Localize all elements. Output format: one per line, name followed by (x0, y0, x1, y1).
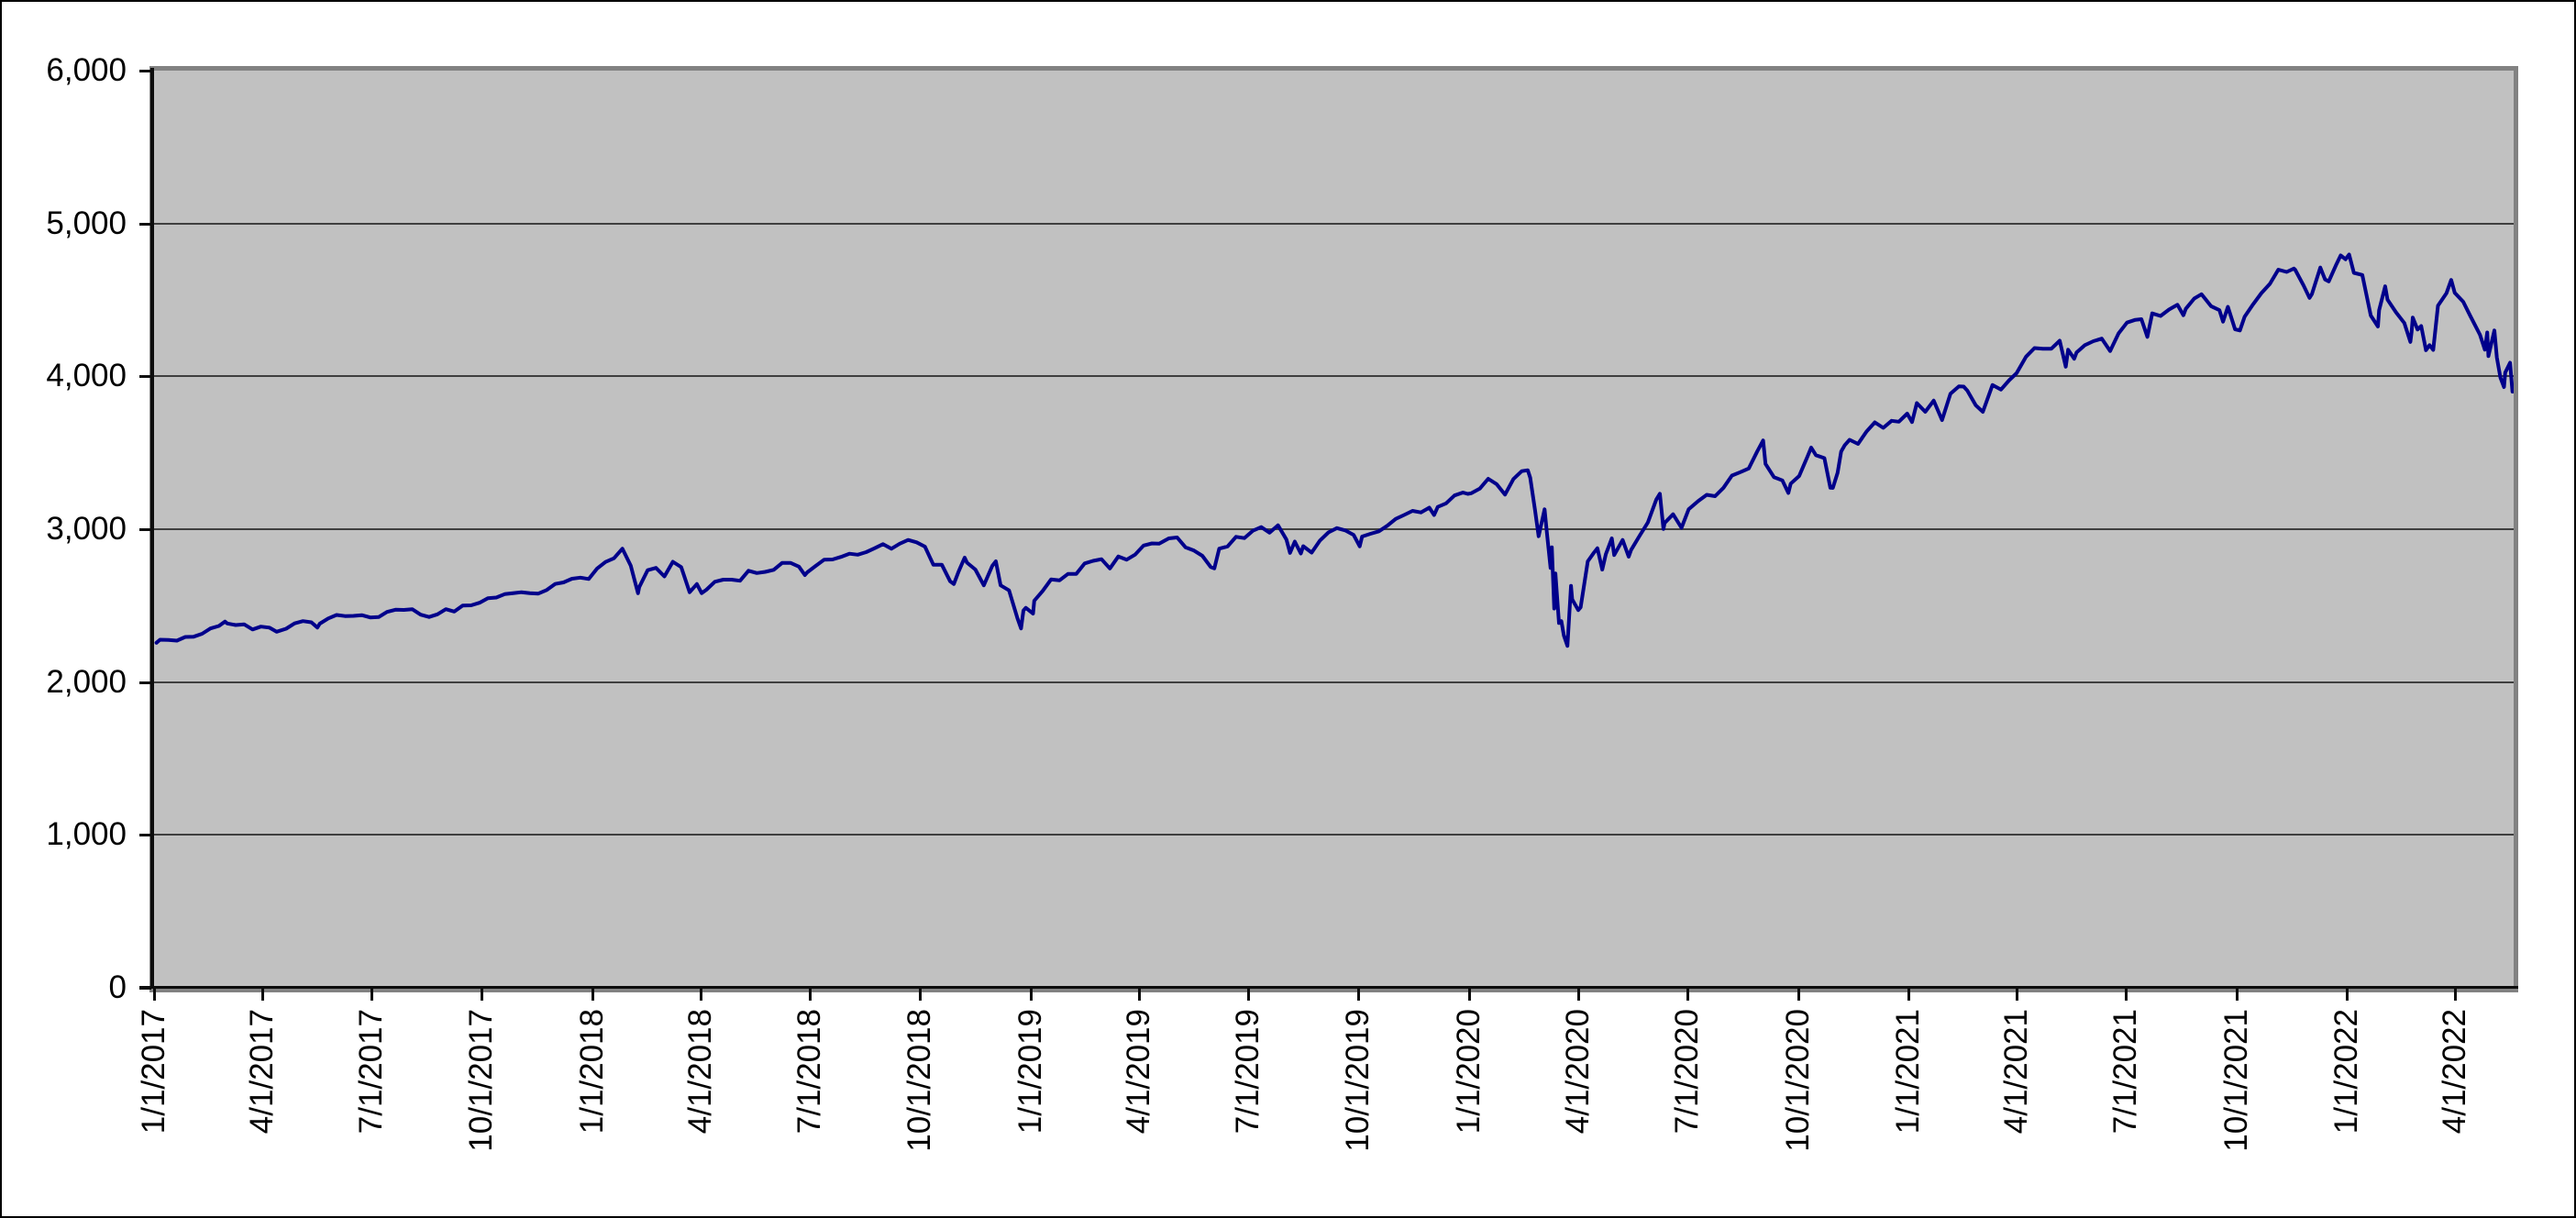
x-axis-label: 7/1/2021 (2107, 1009, 2144, 1135)
y-tick (139, 222, 151, 226)
x-axis-label: 4/1/2021 (1997, 1009, 2034, 1135)
x-axis-label: 10/1/2018 (901, 1009, 938, 1152)
x-axis-label: 1/1/2021 (1890, 1009, 1927, 1135)
x-axis-label: 7/1/2018 (790, 1009, 827, 1135)
gridline-5000 (154, 222, 2514, 225)
x-tick (1576, 989, 1580, 1001)
x-tick (2015, 989, 2018, 1001)
x-axis-label: 7/1/2019 (1229, 1009, 1266, 1135)
x-axis-label: 10/1/2021 (2217, 1009, 2254, 1152)
x-tick (1029, 989, 1033, 1001)
series-plot (154, 252, 2514, 648)
x-tick (260, 989, 264, 1001)
x-tick (2453, 989, 2457, 1001)
x-axis-label: 4/1/2022 (2436, 1009, 2472, 1135)
y-tick (139, 528, 151, 531)
x-tick (699, 989, 702, 1001)
x-tick (370, 989, 373, 1001)
y-axis-label: 0 (108, 969, 127, 1005)
x-tick (1137, 989, 1141, 1001)
x-axis-label: 1/1/2017 (136, 1009, 171, 1135)
x-tick (919, 989, 923, 1001)
gridline-4000 (154, 375, 2514, 378)
x-axis-label: 10/1/2019 (1340, 1009, 1376, 1152)
x-tick (1357, 989, 1361, 1001)
y-axis-label: 6,000 (46, 52, 127, 88)
x-axis-label: 4/1/2017 (243, 1009, 280, 1135)
x-tick (481, 989, 484, 1001)
y-axis-line (150, 68, 154, 989)
x-axis-label: 4/1/2020 (1559, 1009, 1596, 1135)
x-axis-line (139, 986, 2518, 989)
x-tick (808, 989, 812, 1001)
x-axis-label: 1/1/2022 (2327, 1009, 2364, 1135)
x-tick (1797, 989, 1800, 1001)
x-tick (1686, 989, 1690, 1001)
x-tick (1246, 989, 1250, 1001)
x-axis-label: 1/1/2018 (573, 1009, 610, 1135)
y-axis-label: 5,000 (46, 205, 127, 241)
x-axis-label: 10/1/2020 (1779, 1009, 1816, 1152)
y-axis-label: 1,000 (46, 816, 127, 853)
y-tick (139, 834, 151, 837)
x-axis-label: 1/1/2019 (1012, 1009, 1048, 1135)
y-axis-label: 3,000 (46, 511, 127, 547)
x-axis-label: 4/1/2019 (1120, 1009, 1156, 1135)
y-tick (139, 70, 151, 72)
y-axis-label: 2,000 (46, 663, 127, 700)
x-tick (1467, 989, 1471, 1001)
x-axis-label: 4/1/2018 (681, 1009, 718, 1135)
x-axis-label: 10/1/2017 (463, 1009, 500, 1152)
gridline-2000 (154, 681, 2514, 683)
gridline-1000 (154, 834, 2514, 836)
x-tick (153, 989, 156, 1001)
y-tick (139, 375, 151, 379)
x-tick (1907, 989, 1911, 1001)
x-tick (2345, 989, 2349, 1001)
x-axis-label: 7/1/2020 (1669, 1009, 1706, 1135)
x-axis-label: 1/1/2020 (1450, 1009, 1487, 1135)
price-line-series (154, 252, 2514, 648)
x-tick (2125, 989, 2128, 1001)
x-tick (591, 989, 594, 1001)
y-tick (139, 987, 151, 990)
x-tick (2235, 989, 2239, 1001)
y-axis-label: 4,000 (46, 358, 127, 394)
x-axis-label: 7/1/2017 (353, 1009, 389, 1135)
y-tick (139, 681, 151, 684)
